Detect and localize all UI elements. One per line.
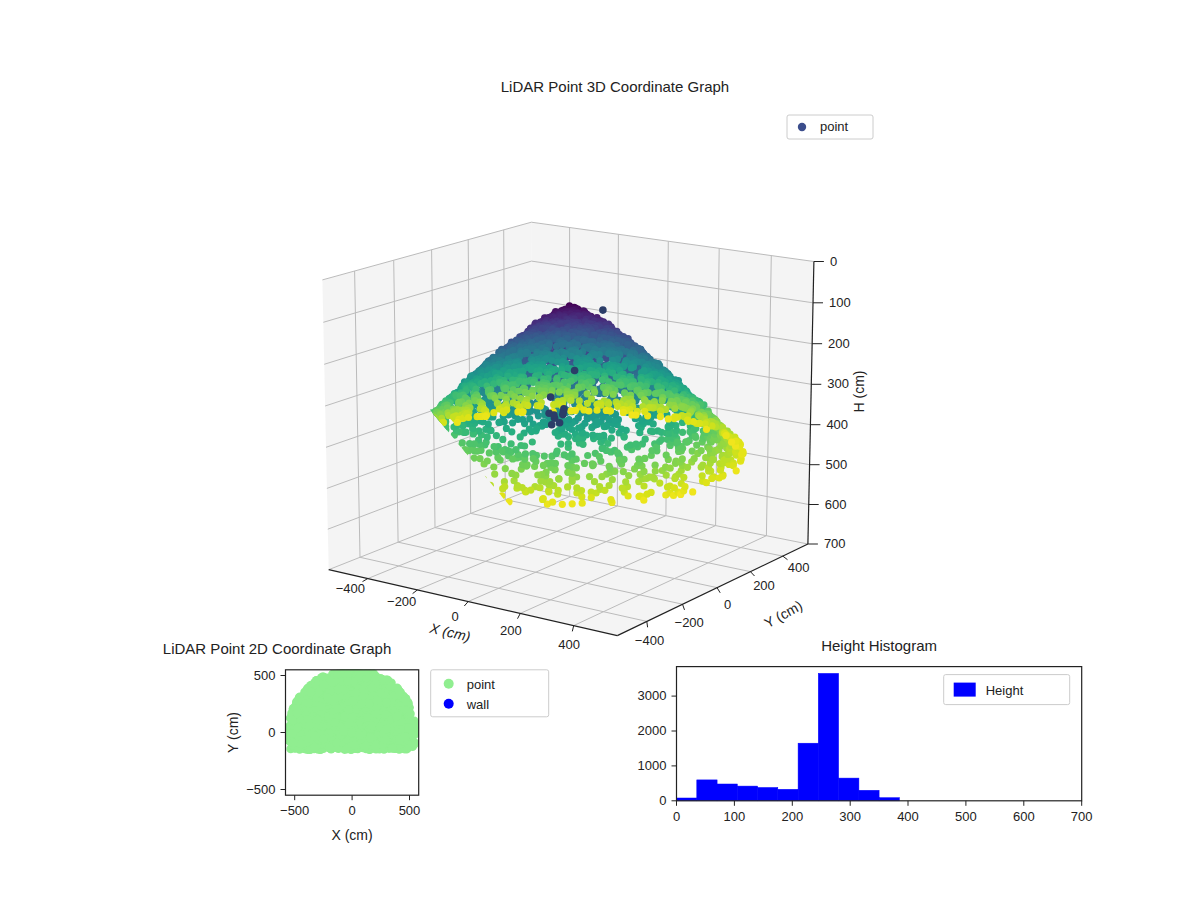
- svg-text:300: 300: [839, 809, 861, 824]
- svg-text:400: 400: [897, 809, 919, 824]
- svg-text:2000: 2000: [638, 723, 667, 738]
- svg-text:500: 500: [955, 809, 977, 824]
- svg-text:1000: 1000: [638, 758, 667, 773]
- svg-text:700: 700: [1071, 809, 1093, 824]
- svg-text:Height: Height: [986, 683, 1024, 698]
- svg-text:600: 600: [1013, 809, 1035, 824]
- svg-text:100: 100: [724, 809, 746, 824]
- svg-text:200: 200: [781, 809, 803, 824]
- svg-text:0: 0: [673, 809, 680, 824]
- svg-text:3000: 3000: [638, 688, 667, 703]
- svg-text:Height Histogram: Height Histogram: [821, 637, 937, 654]
- svg-text:0: 0: [659, 793, 666, 808]
